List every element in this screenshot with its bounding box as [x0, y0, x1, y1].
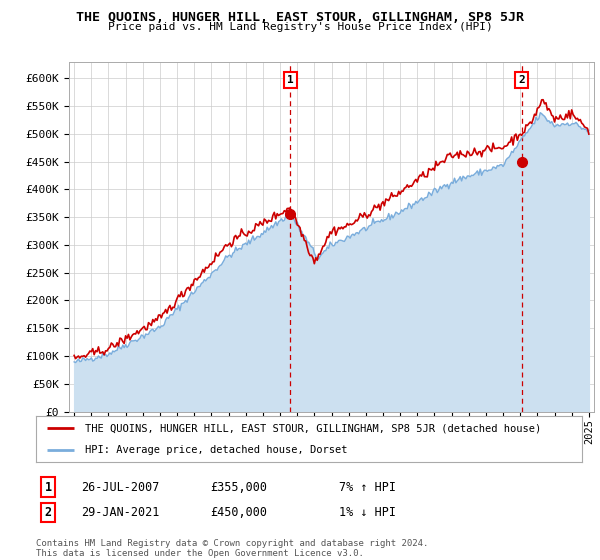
Text: 2: 2 — [518, 75, 525, 85]
Text: 2: 2 — [44, 506, 52, 519]
Text: 1: 1 — [287, 75, 293, 85]
Text: THE QUOINS, HUNGER HILL, EAST STOUR, GILLINGHAM, SP8 5JR: THE QUOINS, HUNGER HILL, EAST STOUR, GIL… — [76, 11, 524, 24]
Text: HPI: Average price, detached house, Dorset: HPI: Average price, detached house, Dors… — [85, 445, 347, 455]
Text: THE QUOINS, HUNGER HILL, EAST STOUR, GILLINGHAM, SP8 5JR (detached house): THE QUOINS, HUNGER HILL, EAST STOUR, GIL… — [85, 423, 541, 433]
Text: £450,000: £450,000 — [210, 506, 267, 519]
Text: 26-JUL-2007: 26-JUL-2007 — [81, 480, 160, 494]
Text: Price paid vs. HM Land Registry's House Price Index (HPI): Price paid vs. HM Land Registry's House … — [107, 22, 493, 32]
Text: £355,000: £355,000 — [210, 480, 267, 494]
Text: 1% ↓ HPI: 1% ↓ HPI — [339, 506, 396, 519]
Text: 1: 1 — [44, 480, 52, 494]
Text: 7% ↑ HPI: 7% ↑ HPI — [339, 480, 396, 494]
Text: Contains HM Land Registry data © Crown copyright and database right 2024.
This d: Contains HM Land Registry data © Crown c… — [36, 539, 428, 558]
Text: 29-JAN-2021: 29-JAN-2021 — [81, 506, 160, 519]
